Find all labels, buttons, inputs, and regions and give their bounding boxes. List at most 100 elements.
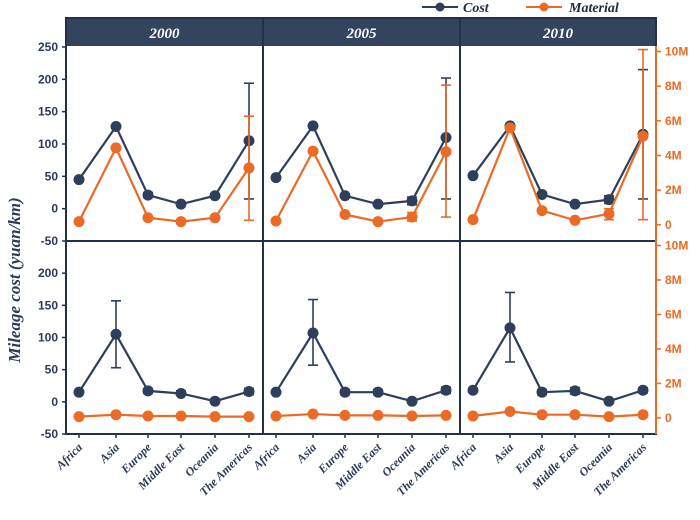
legend: Cost Material bbox=[422, 1, 619, 16]
y-tick-label: 100 bbox=[38, 331, 58, 345]
top-material-line-2000 bbox=[78, 145, 250, 223]
top-material-point bbox=[243, 162, 255, 174]
right-tick-label: 10M bbox=[665, 239, 688, 253]
bottom-material-point bbox=[536, 409, 548, 421]
top-cost-point bbox=[142, 189, 154, 201]
bottom-material-point bbox=[440, 409, 452, 421]
top-material-line-2005 bbox=[275, 148, 447, 223]
top-cost-point bbox=[372, 198, 384, 210]
top-cost-line-2010 bbox=[472, 123, 644, 206]
bottom-cost-point bbox=[73, 386, 85, 398]
bottom-material-point bbox=[603, 411, 615, 423]
legend-label-material: Material bbox=[568, 1, 619, 16]
right-tick-label: 8M bbox=[665, 273, 682, 287]
bottom-material-point bbox=[209, 411, 221, 423]
bottom-material-point bbox=[110, 409, 122, 421]
bottom-material-point bbox=[243, 411, 255, 423]
top-cost-point bbox=[270, 172, 282, 184]
legend-marker-material bbox=[539, 2, 549, 12]
panel-header-2000 bbox=[66, 18, 263, 46]
x-tick-label: Africa bbox=[446, 440, 479, 473]
bottom-material-point bbox=[504, 405, 516, 417]
top-cost-point bbox=[603, 194, 615, 206]
right-tick-label: 6M bbox=[665, 114, 682, 128]
top-cost-point bbox=[175, 198, 187, 210]
top-cost-point bbox=[110, 121, 122, 133]
y-tick-label: 0 bbox=[51, 395, 58, 409]
top-cost-line-2000 bbox=[78, 124, 250, 206]
right-tick-label: 4M bbox=[665, 342, 682, 356]
top-material-line-2010 bbox=[471, 124, 645, 222]
y-tick-label: 50 bbox=[45, 363, 59, 377]
top-material-point bbox=[569, 214, 581, 226]
right-tick-label: 2M bbox=[665, 376, 682, 390]
top-material-point bbox=[209, 212, 221, 224]
top-material-point bbox=[504, 122, 516, 134]
right-tick-label: 10M bbox=[665, 45, 688, 59]
top-material-point bbox=[339, 208, 351, 220]
y-tick-label: 150 bbox=[38, 298, 58, 312]
top-material-point bbox=[142, 212, 154, 224]
y-tick-label: -50 bbox=[41, 427, 59, 441]
bottom-material-line-2005 bbox=[275, 412, 447, 418]
bottom-cost-line-2000 bbox=[78, 332, 250, 403]
y-tick-label: 250 bbox=[38, 40, 58, 54]
right-tick-label: 4M bbox=[665, 149, 682, 163]
top-material-point bbox=[110, 142, 122, 154]
data-marks bbox=[73, 48, 649, 423]
bottom-material-point bbox=[307, 408, 319, 420]
bottom-material-point bbox=[270, 410, 282, 422]
x-tick-label: Asia bbox=[490, 440, 516, 466]
top-material-point bbox=[440, 146, 452, 158]
top-cost-line-2005 bbox=[275, 123, 447, 206]
top-cost-point bbox=[73, 174, 85, 186]
top-cost-point bbox=[569, 198, 581, 210]
bottom-material-line-2010 bbox=[472, 410, 644, 418]
top-material-point bbox=[467, 214, 479, 226]
bottom-cost-point bbox=[504, 322, 516, 334]
y-axis-title: Mileage cost (yuan/km) bbox=[5, 197, 24, 363]
bottom-material-point bbox=[467, 410, 479, 422]
bottom-cost-point bbox=[603, 395, 615, 407]
bottom-cost-point bbox=[372, 386, 384, 398]
legend-marker-cost bbox=[435, 2, 445, 12]
right-tick-label: 2M bbox=[665, 183, 682, 197]
bottom-cost-point bbox=[536, 386, 548, 398]
panel-title-2010: 2010 bbox=[542, 26, 574, 42]
bottom-cost-point bbox=[339, 386, 351, 398]
y-tick-label: 50 bbox=[45, 169, 59, 183]
top-cost-point bbox=[209, 190, 221, 202]
x-tick-label: Africa bbox=[249, 440, 282, 473]
y-tick-label: 100 bbox=[38, 137, 58, 151]
right-tick-label: 6M bbox=[665, 307, 682, 321]
top-material-point bbox=[307, 145, 319, 157]
top-cost-point bbox=[406, 195, 418, 207]
y-tick-label: -50 bbox=[41, 234, 59, 248]
top-cost-point bbox=[307, 120, 319, 132]
panel-header-2010 bbox=[460, 18, 656, 46]
bottom-cost-point bbox=[406, 395, 418, 407]
bottom-material-point bbox=[339, 409, 351, 421]
top-material-point bbox=[73, 216, 85, 228]
bottom-material-point bbox=[569, 409, 581, 421]
x-tick-label: Asia bbox=[96, 440, 122, 466]
bottom-cost-point bbox=[307, 327, 319, 339]
top-material-point bbox=[175, 216, 187, 228]
top-material-point bbox=[372, 216, 384, 228]
top-material-point bbox=[603, 208, 615, 220]
bottom-cost-line-2005 bbox=[275, 330, 447, 403]
bottom-material-point bbox=[73, 411, 85, 423]
panel-headers: 2000 2005 2010 bbox=[66, 18, 656, 46]
bottom-cost-point bbox=[440, 384, 452, 396]
bottom-cost-point bbox=[243, 386, 255, 398]
top-material-point bbox=[536, 205, 548, 217]
right-tick-label: 0 bbox=[665, 411, 672, 425]
bottom-cost-point bbox=[142, 385, 154, 397]
right-tick-label: 8M bbox=[665, 79, 682, 93]
top-cost-point bbox=[339, 190, 351, 202]
bottom-material-line-2000 bbox=[78, 413, 249, 418]
legend-label-cost: Cost bbox=[463, 1, 490, 16]
top-material-point bbox=[406, 211, 418, 223]
y-tick-label: 200 bbox=[38, 266, 58, 280]
